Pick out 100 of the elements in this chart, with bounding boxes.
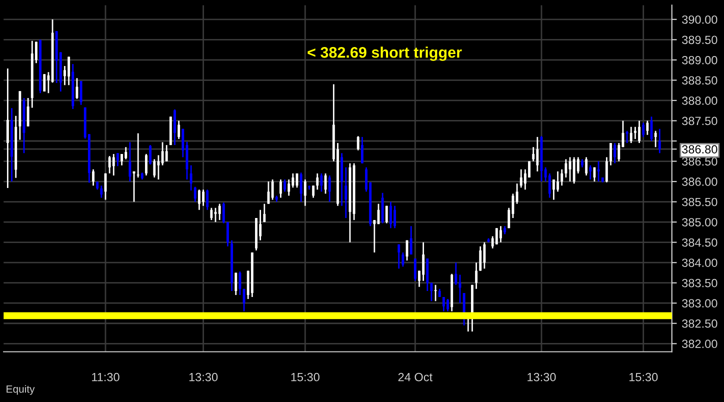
candlestick <box>198 188 200 211</box>
candlestick <box>430 282 433 302</box>
candlestick <box>642 122 645 138</box>
candlestick <box>589 164 592 180</box>
candlestick <box>210 207 213 221</box>
candlestick <box>284 178 286 192</box>
candlestick <box>500 225 502 244</box>
y-tick-label: 390.00 <box>682 15 718 24</box>
candlestick <box>630 126 632 144</box>
candlestick <box>316 172 319 190</box>
y-tick-label: 385.50 <box>682 198 718 206</box>
candlestick <box>593 166 596 182</box>
x-tick-label: 15:30 <box>291 372 320 382</box>
candlestick <box>182 128 184 158</box>
y-tick-label: 389.00 <box>682 56 718 64</box>
candlestick <box>157 154 160 180</box>
y-tick-label: 384.00 <box>682 258 718 267</box>
candlestick <box>26 97 30 128</box>
y-tick-label: 385.00 <box>682 218 718 226</box>
candlestick <box>108 155 111 174</box>
candlestick <box>116 152 119 167</box>
candlestick <box>100 184 103 198</box>
candlestick <box>242 288 246 312</box>
candlestick <box>634 126 636 140</box>
y-tick-label: 389.50 <box>682 36 718 44</box>
y-tick-label: 383.00 <box>682 299 718 308</box>
candlestick <box>394 205 396 229</box>
candlestick <box>398 244 400 270</box>
y-tick-label: 387.50 <box>682 116 718 126</box>
candlestick <box>344 166 348 219</box>
candlestick <box>279 178 282 198</box>
candlestick <box>320 172 323 192</box>
candlestick <box>564 158 568 178</box>
candlestick <box>68 56 70 86</box>
candlestick <box>572 156 576 184</box>
candlestick <box>360 136 364 164</box>
candlestick <box>495 227 498 246</box>
candlestick <box>6 68 9 189</box>
candlestick <box>373 219 376 254</box>
candlestick <box>654 130 657 148</box>
candlestick <box>454 262 458 286</box>
candlestick <box>136 132 140 178</box>
candlestick <box>410 225 412 256</box>
candlestick <box>300 172 302 202</box>
candlestick <box>446 298 449 312</box>
candlestick <box>43 73 46 92</box>
y-tick-label: 382.00 <box>682 340 718 348</box>
candlestick <box>234 272 238 296</box>
candlestick <box>47 71 50 94</box>
candlestick <box>174 108 176 146</box>
text: Equity <box>6 385 35 395</box>
candlestick <box>646 120 649 136</box>
candlestick <box>328 174 331 202</box>
candlestick <box>520 168 522 188</box>
candlestick <box>112 153 115 176</box>
candlestick <box>149 144 152 166</box>
candlestick <box>626 130 628 144</box>
annotation: < 382.69 short trigger <box>308 46 462 61</box>
x-tick-label: 24 Oct <box>398 372 432 382</box>
candlestick <box>194 186 196 202</box>
candlestick <box>312 184 315 198</box>
candlestick <box>145 153 148 176</box>
candlestick <box>226 221 229 248</box>
candlestick <box>288 178 290 196</box>
candlestick <box>605 156 608 184</box>
x-tick-label: 13:30 <box>189 372 218 382</box>
y-tick-label: 384.50 <box>682 238 718 247</box>
x-tick-label: 13:30 <box>528 372 556 382</box>
candlestick <box>304 178 306 207</box>
candlestick <box>153 158 156 178</box>
x-tick-label: 15:30 <box>629 372 658 382</box>
candlestick <box>638 120 640 144</box>
candlestick <box>356 135 360 152</box>
candlestick <box>190 164 192 192</box>
candlestick <box>202 188 205 207</box>
y-tick-label: 388.50 <box>682 76 718 85</box>
candlestick <box>414 258 416 282</box>
candlestick <box>389 201 392 229</box>
candlestick <box>658 128 661 154</box>
candlestick <box>206 188 209 211</box>
candlestick <box>222 202 225 224</box>
candlestick <box>161 142 164 166</box>
candlestick <box>516 182 518 205</box>
candlestick <box>536 136 539 172</box>
y-tick-label: 383.50 <box>682 278 718 288</box>
y-tick-label: 382.50 <box>682 319 718 328</box>
candlestick <box>80 80 82 106</box>
candlestick <box>124 146 128 160</box>
y-tick-label: 386.80 <box>682 145 718 154</box>
candlestick <box>434 284 437 302</box>
candlestick <box>385 205 388 224</box>
candlestick <box>271 178 274 200</box>
y-tick-label: 388.00 <box>682 96 718 105</box>
candlestick <box>614 142 616 164</box>
candlestick <box>532 146 535 162</box>
candlestick <box>402 252 404 268</box>
candlestick <box>479 246 482 272</box>
candlestick <box>560 168 564 186</box>
candlestick <box>263 203 266 223</box>
candlestick <box>178 120 180 140</box>
